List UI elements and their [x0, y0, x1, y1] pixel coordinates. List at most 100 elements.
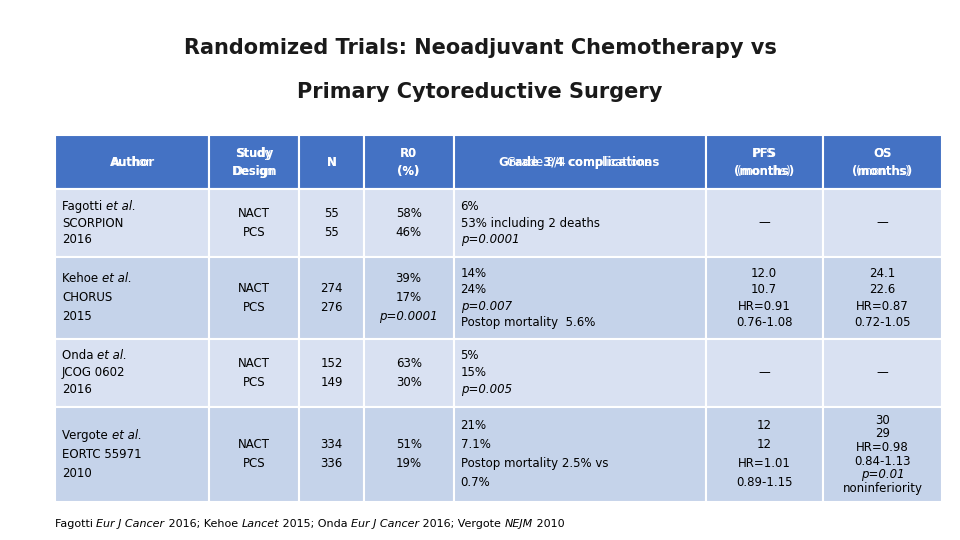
Bar [706, 256, 823, 339]
Bar [823, 407, 942, 502]
Text: 21%: 21% [461, 419, 487, 432]
Text: HR=0.98: HR=0.98 [856, 441, 909, 454]
Text: 15%: 15% [461, 366, 487, 379]
Text: PFS: PFS [752, 146, 777, 160]
Text: 0.89-1.15: 0.89-1.15 [736, 476, 792, 489]
Bar [209, 407, 300, 502]
Text: NACT: NACT [238, 207, 271, 220]
Text: 0.72-1.05: 0.72-1.05 [854, 316, 911, 329]
Text: —: — [876, 366, 888, 379]
Bar [453, 190, 706, 256]
Text: 2016: 2016 [62, 233, 92, 246]
Text: 10.7: 10.7 [751, 283, 778, 296]
Bar [55, 339, 209, 407]
Text: Study: Study [237, 146, 272, 160]
Text: 2015: 2015 [62, 310, 92, 323]
Text: OS: OS [875, 146, 891, 160]
Bar [823, 256, 942, 339]
Bar [453, 339, 706, 407]
Bar [706, 407, 823, 502]
Text: Fagotti: Fagotti [55, 519, 97, 529]
Bar [706, 135, 823, 190]
Text: 5%: 5% [461, 349, 479, 362]
Text: Eur J Cancer: Eur J Cancer [97, 519, 164, 529]
Text: 30%: 30% [396, 376, 421, 389]
Bar [300, 407, 364, 502]
Bar [55, 190, 209, 256]
Text: 63%: 63% [396, 357, 421, 370]
Text: —: — [876, 217, 888, 230]
Text: CHORUS: CHORUS [62, 292, 112, 305]
Bar [209, 339, 300, 407]
Text: OS: OS [874, 146, 892, 160]
Text: (months): (months) [852, 165, 913, 178]
Text: PCS: PCS [243, 376, 266, 389]
Text: Design: Design [231, 165, 277, 178]
Text: 14%: 14% [461, 267, 487, 280]
Text: 0.84-1.13: 0.84-1.13 [854, 455, 911, 468]
Text: NACT: NACT [238, 438, 271, 451]
Text: SCORPION: SCORPION [62, 217, 124, 230]
Text: Randomized Trials: Neoadjuvant Chemotherapy vs: Randomized Trials: Neoadjuvant Chemother… [183, 38, 777, 58]
Text: (months): (months) [855, 165, 909, 178]
Text: Primary Cytoreductive Surgery: Primary Cytoreductive Surgery [298, 82, 662, 102]
Text: 17%: 17% [396, 292, 421, 305]
Text: Author: Author [109, 156, 155, 168]
Text: 152: 152 [321, 357, 343, 370]
Bar [823, 135, 942, 190]
Text: R0: R0 [400, 146, 418, 160]
Text: p=0.005: p=0.005 [461, 383, 512, 396]
Text: Onda: Onda [62, 349, 97, 362]
Text: (months): (months) [734, 165, 794, 178]
Bar [364, 407, 453, 502]
Text: EORTC 55971: EORTC 55971 [62, 448, 142, 461]
Bar [364, 339, 453, 407]
Text: PCS: PCS [243, 226, 266, 239]
Text: 2010: 2010 [62, 467, 92, 480]
Text: Eur J Cancer: Eur J Cancer [350, 519, 419, 529]
Text: Design: Design [234, 165, 275, 178]
Text: Kehoe: Kehoe [62, 272, 102, 286]
Text: (%): (%) [397, 165, 420, 178]
Bar [706, 190, 823, 256]
Text: 336: 336 [321, 457, 343, 470]
Text: PCS: PCS [243, 457, 266, 470]
Text: JCOG 0602: JCOG 0602 [62, 366, 126, 379]
Bar [364, 135, 453, 190]
Text: p=0.0001: p=0.0001 [461, 233, 519, 246]
Text: 29: 29 [875, 427, 890, 440]
Text: 0.7%: 0.7% [461, 476, 491, 489]
Text: Lancet: Lancet [241, 519, 278, 529]
Text: N: N [327, 156, 336, 168]
Text: 2010: 2010 [533, 519, 564, 529]
Text: 12.0: 12.0 [751, 267, 778, 280]
Text: 12: 12 [756, 438, 772, 451]
Text: 274: 274 [321, 282, 343, 295]
Text: Postop mortality 2.5% vs: Postop mortality 2.5% vs [461, 457, 608, 470]
Text: HR=1.01: HR=1.01 [738, 457, 791, 470]
Text: 51%: 51% [396, 438, 421, 451]
Text: N: N [326, 156, 336, 168]
Bar [300, 190, 364, 256]
Text: NEJM: NEJM [504, 519, 533, 529]
Text: 30: 30 [875, 414, 890, 427]
Bar [209, 256, 300, 339]
Text: Postop mortality  5.6%: Postop mortality 5.6% [461, 316, 595, 329]
Text: Grade 3/4 complications: Grade 3/4 complications [499, 156, 660, 168]
Text: 24%: 24% [461, 283, 487, 296]
Text: et al.: et al. [102, 272, 132, 286]
Text: et al.: et al. [106, 200, 136, 213]
Text: 53% including 2 deaths: 53% including 2 deaths [461, 217, 600, 230]
Text: noninferiority: noninferiority [843, 482, 923, 495]
Text: 334: 334 [321, 438, 343, 451]
Bar [823, 339, 942, 407]
Text: 2016; Kehoe: 2016; Kehoe [164, 519, 241, 529]
Text: 149: 149 [321, 376, 343, 389]
Bar [453, 135, 706, 190]
Bar [300, 256, 364, 339]
Text: 58%: 58% [396, 207, 421, 220]
Text: 22.6: 22.6 [870, 283, 896, 296]
Bar [364, 190, 453, 256]
Text: et al.: et al. [97, 349, 127, 362]
Bar [55, 135, 209, 190]
